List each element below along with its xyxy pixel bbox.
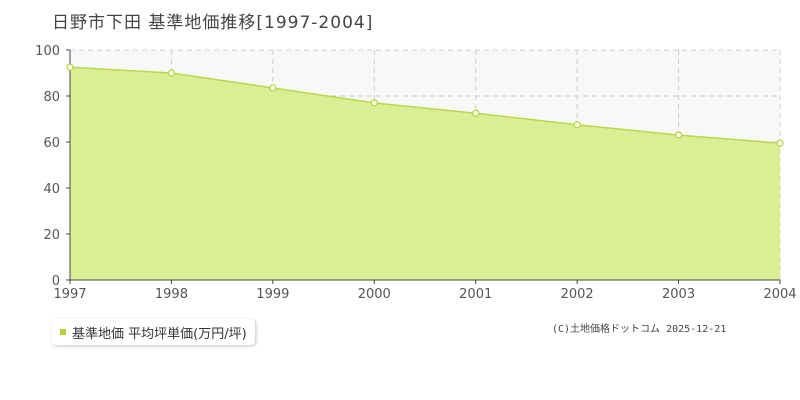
legend-swatch <box>60 329 66 335</box>
copyright-text: (C)土地価格ドットコム 2025-12-21 <box>552 324 727 335</box>
y-tick-label: 60 <box>43 136 60 151</box>
y-tick-label: 20 <box>43 228 60 243</box>
y-tick-label: 0 <box>52 274 60 289</box>
x-tick-label: 2000 <box>358 287 391 302</box>
data-point-2002 <box>573 121 581 129</box>
x-tick-label: 1998 <box>155 287 188 302</box>
x-tick-label: 1997 <box>53 287 86 302</box>
legend: 基準地価 平均坪単価(万円/坪) <box>52 319 255 345</box>
data-point-1997 <box>66 63 74 71</box>
series-line <box>69 66 781 144</box>
data-point-2004 <box>776 139 784 147</box>
data-point-2001 <box>472 109 480 117</box>
data-point-1999 <box>269 84 277 92</box>
x-tick-label: 2001 <box>459 287 492 302</box>
y-tick-label: 80 <box>43 90 60 105</box>
data-point-2003 <box>674 131 683 139</box>
data-point-2000 <box>370 99 378 107</box>
y-tick-label: 40 <box>43 182 60 197</box>
x-tick-label: 1999 <box>256 287 289 302</box>
x-tick-label: 2002 <box>561 287 594 302</box>
chart-title: 日野市下田 基準地価推移[1997-2004] <box>52 13 374 33</box>
x-tick-label: 2003 <box>662 287 695 302</box>
data-point-1998 <box>167 69 176 77</box>
y-tick-label: 100 <box>35 44 60 59</box>
x-tick-label: 2004 <box>763 287 796 302</box>
legend-label: 基準地価 平均坪単価(万円/坪) <box>72 326 247 342</box>
series-area <box>70 67 780 280</box>
